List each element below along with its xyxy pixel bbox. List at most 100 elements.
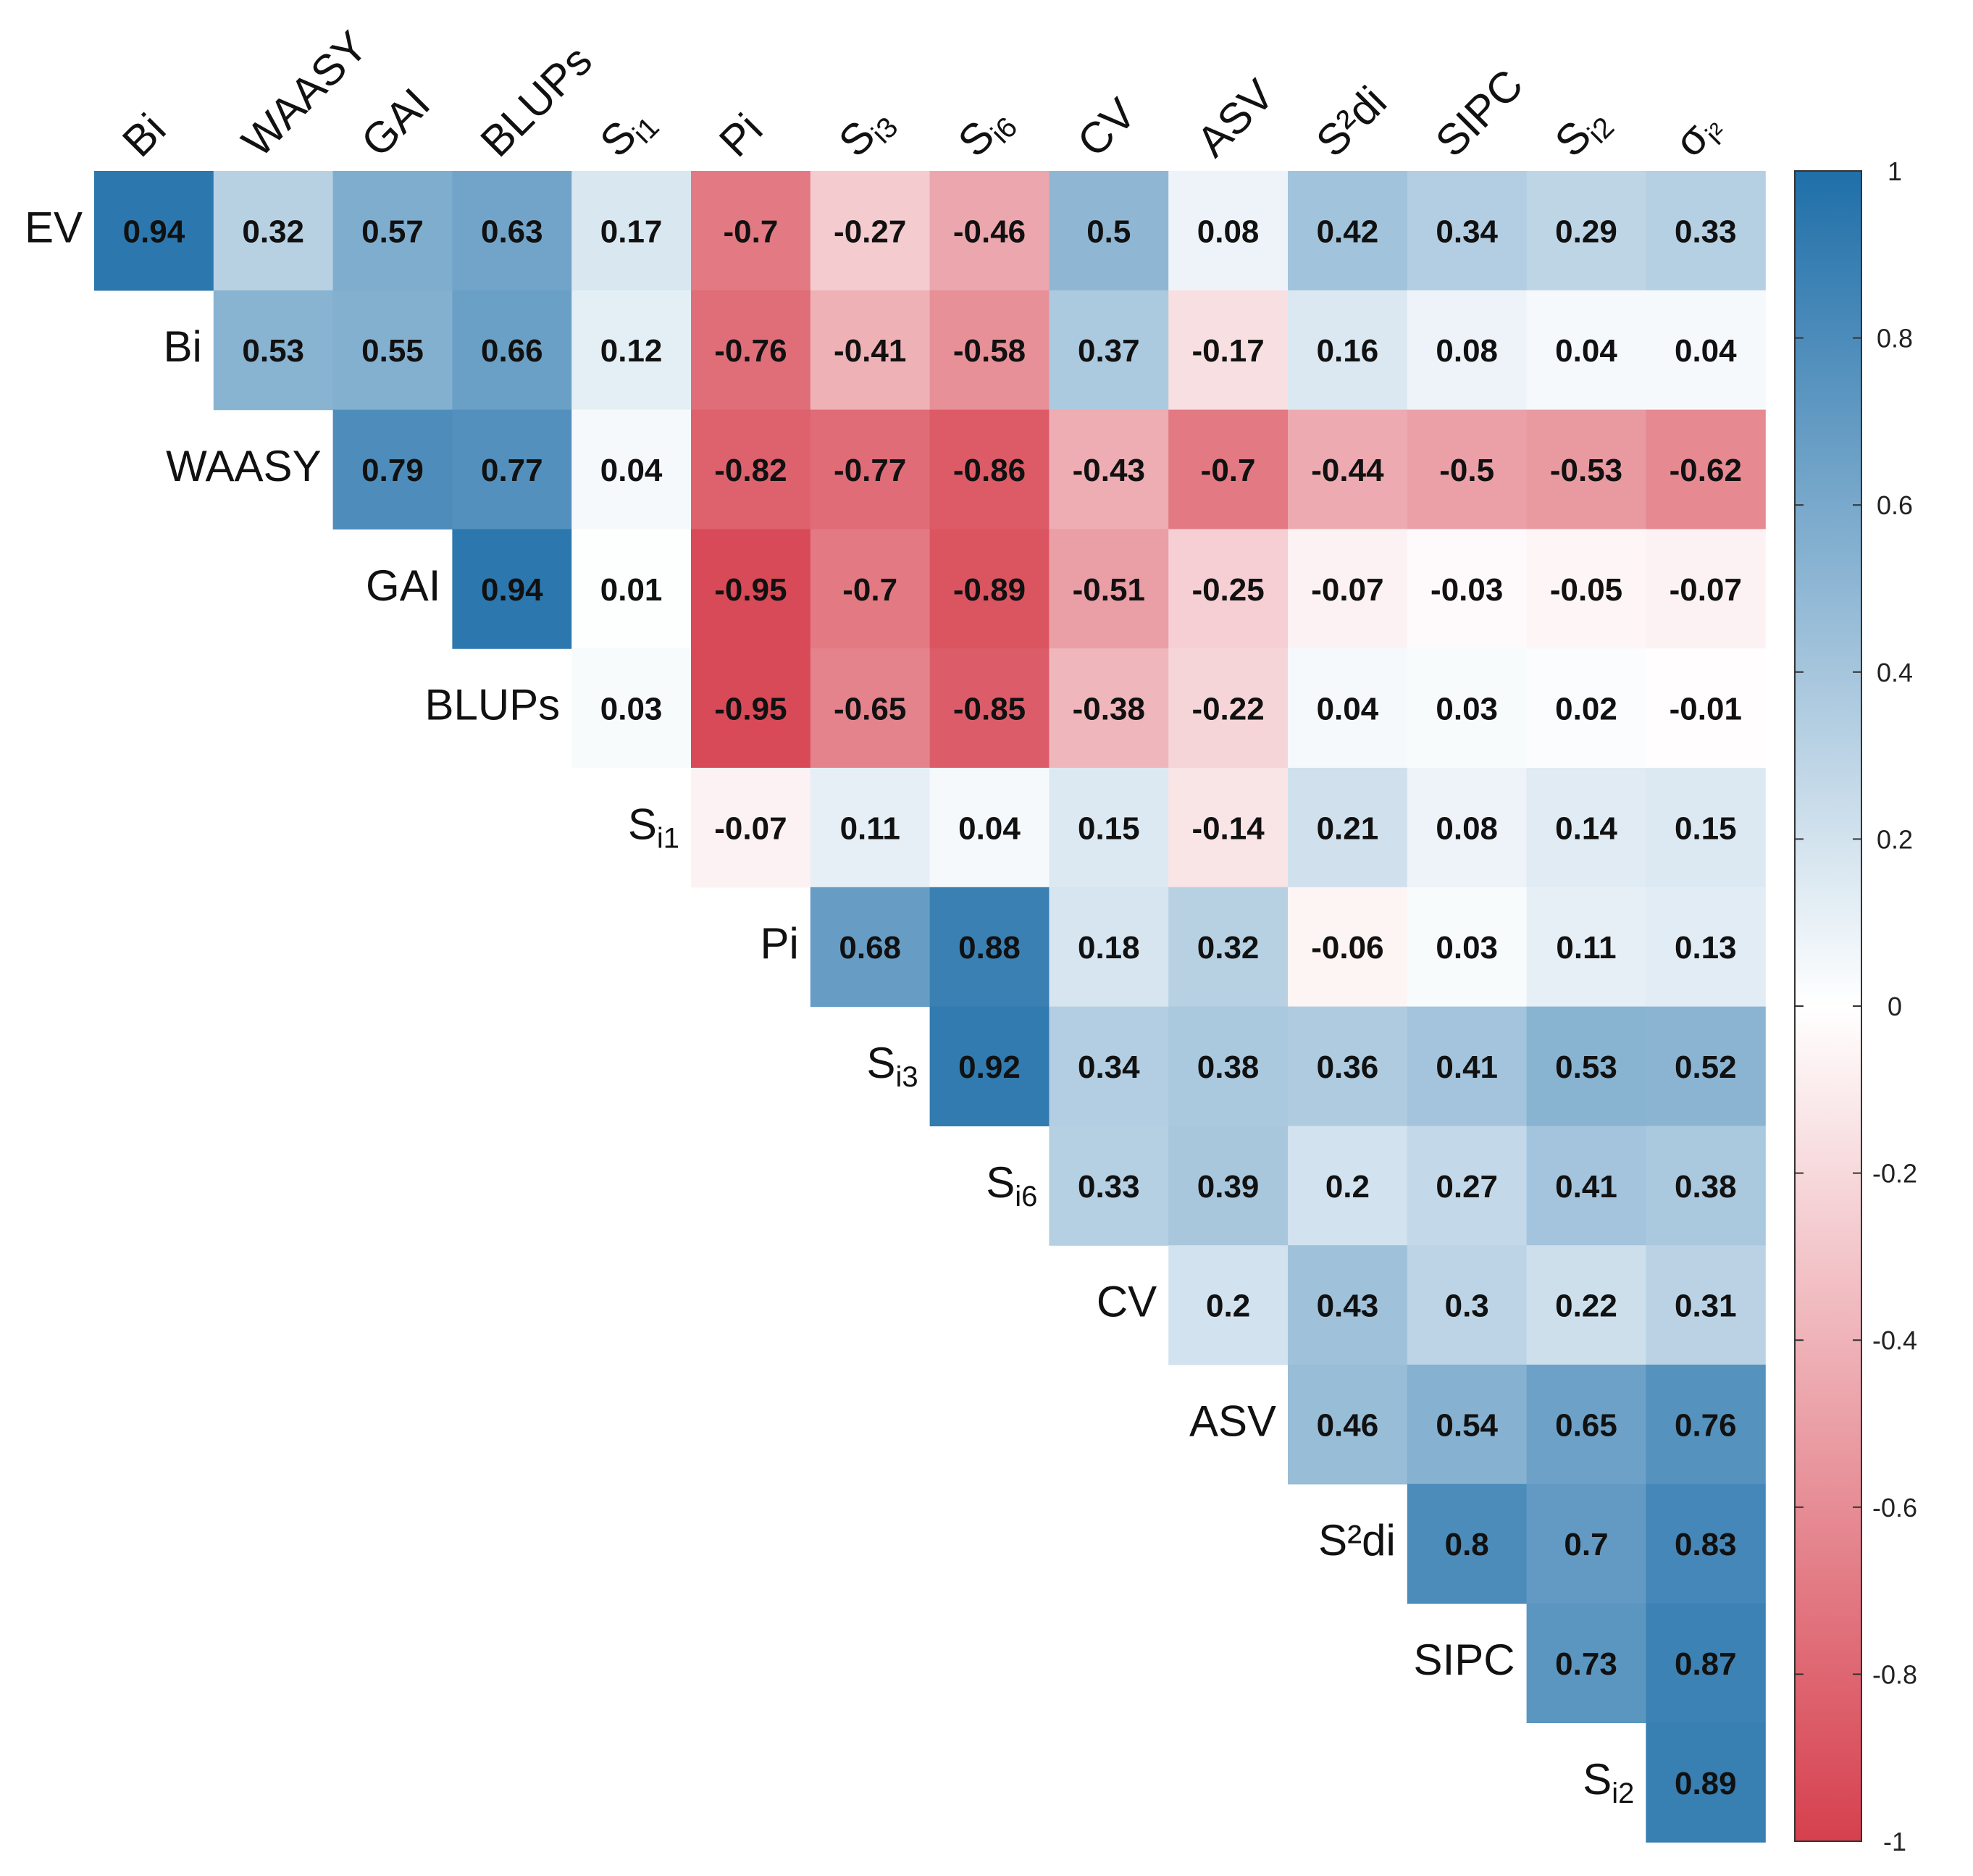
heatmap-cell	[810, 768, 931, 888]
heatmap-cell	[1646, 1365, 1766, 1485]
heatmap-cell	[1646, 1006, 1766, 1126]
column-label-si6: Si6	[949, 95, 1023, 169]
cell-value-label: 0.55	[361, 333, 424, 369]
cell-value-label: 0.01	[600, 572, 663, 608]
heatmap-cell	[213, 290, 334, 411]
cell-value-label: 0.46	[1317, 1407, 1379, 1443]
colorbar-tick-label: 0.8	[1877, 324, 1913, 353]
cell-value-label: 0.34	[1078, 1050, 1140, 1085]
heatmap-cells: 0.94 0.32 0.57 0.63 0.17 -0.7 -0.27 -0.46 0.5 0.0…	[94, 171, 1766, 1843]
row-label-si6: Si6	[986, 1158, 1037, 1213]
heatmap-cell	[1646, 1603, 1766, 1723]
cell-value-label: -0.07	[714, 811, 787, 846]
colorbar-tick-label: -0.4	[1872, 1326, 1917, 1355]
colorbar-tick-label: -0.8	[1872, 1659, 1917, 1689]
cell-value-label: 0.32	[1197, 930, 1260, 966]
heatmap-cell	[1646, 171, 1766, 291]
heatmap-cell	[1407, 290, 1528, 411]
heatmap-cell	[1168, 1245, 1289, 1365]
row-label-bi: Bi	[163, 322, 201, 371]
heatmap-cell	[1049, 171, 1169, 291]
column-label-bi: Bi	[113, 104, 175, 166]
cell-value-label: 0.94	[481, 572, 543, 608]
cell-value-label: -0.07	[1311, 572, 1383, 608]
cell-value-label: 0.94	[123, 214, 185, 249]
cell-value-label: 0.38	[1197, 1050, 1260, 1085]
heatmap-cell	[1646, 1722, 1766, 1843]
heatmap-cell	[1646, 409, 1766, 529]
heatmap-cell	[1288, 1006, 1408, 1126]
cell-value-label: 0.66	[481, 333, 543, 369]
cell-value-label: 0.03	[1436, 692, 1498, 727]
heatmap-cell	[810, 887, 931, 1008]
cell-value-label: -0.22	[1191, 692, 1264, 727]
cell-value-label: -0.03	[1430, 572, 1503, 608]
heatmap-cell	[1049, 409, 1169, 529]
cell-value-label: 0.63	[481, 214, 543, 249]
heatmap-cell	[691, 171, 811, 291]
cell-value-label: 0.33	[1675, 214, 1737, 249]
column-label-s2di: S²di	[1307, 77, 1396, 166]
row-label-cv: CV	[1097, 1278, 1157, 1326]
cell-value-label: -0.95	[714, 692, 787, 727]
heatmap-cell	[691, 409, 811, 529]
column-label-si1: Si1	[590, 95, 665, 169]
heatmap-cell	[810, 171, 931, 291]
cell-value-label: 0.11	[840, 811, 900, 846]
row-label-waasy: WAASY	[166, 442, 321, 490]
heatmap-cell	[571, 648, 692, 769]
cell-value-label: 0.02	[1555, 692, 1617, 727]
column-label-gai: GAI	[352, 79, 439, 166]
heatmap-cell	[332, 171, 453, 291]
column-label-sipc: SIPC	[1426, 60, 1532, 166]
heatmap-cell	[1288, 529, 1408, 649]
heatmap-cell	[929, 529, 1050, 649]
cell-value-label: -0.46	[953, 214, 1026, 249]
heatmap-cell	[691, 290, 811, 411]
heatmap-cell	[1288, 1245, 1408, 1365]
column-label-asv: ASV	[1187, 70, 1283, 166]
heatmap-cell	[332, 409, 453, 529]
heatmap-cell	[1526, 529, 1646, 649]
row-label-si3: Si3	[866, 1039, 918, 1093]
cell-value-label: -0.76	[714, 333, 787, 369]
heatmap-cell	[213, 171, 334, 291]
heatmap-cell	[1288, 1126, 1408, 1246]
cell-value-label: -0.82	[714, 453, 787, 488]
heatmap-cell	[1526, 1483, 1646, 1604]
cell-value-label: 0.37	[1078, 333, 1140, 369]
column-label-pi: Pi	[710, 104, 771, 166]
cell-value-label: 0.03	[600, 692, 663, 727]
heatmap-cell	[929, 648, 1050, 769]
cell-value-label: 0.57	[361, 214, 424, 249]
cell-value-label: 0.13	[1675, 930, 1737, 966]
colorbar: 1 0.8 0.6 0.4 0.2 0 -0.2 -0.4 -0.6 -0.8 -1	[1794, 156, 1917, 1856]
cell-value-label: 0.39	[1197, 1169, 1260, 1205]
heatmap-cell	[332, 290, 453, 411]
cell-value-label: 0.22	[1555, 1289, 1617, 1324]
heatmap-cell	[1049, 648, 1169, 769]
cell-value-label: 0.04	[600, 453, 663, 488]
cell-value-label: -0.85	[953, 692, 1026, 727]
row-label-si1: Si1	[628, 800, 679, 854]
heatmap-cell	[929, 409, 1050, 529]
cell-value-label: 0.8	[1445, 1527, 1489, 1562]
heatmap-cell	[1049, 529, 1169, 649]
cell-value-label: 0.92	[958, 1050, 1021, 1085]
heatmap-cell	[1526, 768, 1646, 888]
cell-value-label: 0.43	[1317, 1289, 1379, 1324]
cell-value-label: 0.41	[1555, 1169, 1617, 1205]
cell-value-label: 0.2	[1325, 1169, 1370, 1205]
heatmap-cell	[1646, 648, 1766, 769]
colorbar-tick-label: -0.2	[1872, 1159, 1917, 1189]
heatmap-cell	[1646, 1126, 1766, 1246]
heatmap-cell	[1288, 1365, 1408, 1485]
heatmap-cell	[691, 529, 811, 649]
cell-value-label: 0.87	[1675, 1646, 1737, 1682]
cell-value-label: 0.08	[1436, 811, 1498, 846]
cell-value-label: 0.04	[958, 811, 1021, 846]
heatmap-cell	[94, 171, 214, 291]
heatmap-cell	[810, 409, 931, 529]
heatmap-cell	[1526, 648, 1646, 769]
